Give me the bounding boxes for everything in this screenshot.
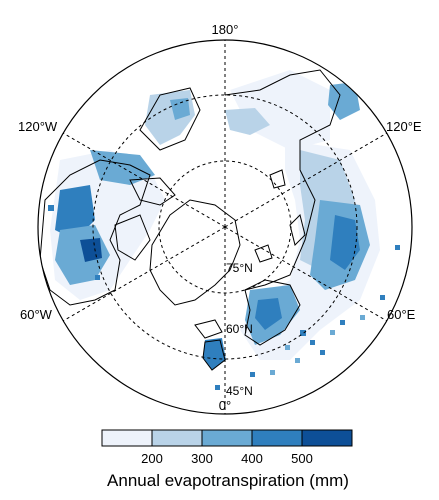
europe-pixel	[395, 245, 400, 250]
lon-label-120e: 120°E	[386, 119, 422, 134]
colorbar-bin-1	[101, 429, 153, 447]
europe-pixel	[295, 358, 300, 363]
colorbar-bin-4	[251, 429, 303, 447]
europe-pixel	[310, 340, 315, 345]
map-content	[39, 40, 400, 414]
scandinavia-coastline	[244, 279, 301, 346]
colorbar-tick-500: 500	[291, 451, 313, 466]
europe-pixel	[320, 350, 325, 355]
lat-label-60n: 60°N	[226, 322, 253, 336]
lon-line-120w	[62, 132, 226, 228]
colorbar: 200 300 400 500 Annual evapotranspiratio…	[101, 429, 353, 490]
europe-pixel	[300, 330, 306, 336]
canada-archipelago-coastline	[129, 177, 176, 206]
na-pixel	[48, 205, 54, 211]
alaska-coastline	[139, 87, 201, 151]
europe-pixel	[250, 372, 255, 377]
lat-label-75n: 75°N	[226, 261, 253, 275]
lon-label-60w: 60°W	[20, 307, 53, 322]
british-isles-coastline	[202, 339, 226, 371]
iceland-coastline	[194, 319, 223, 339]
east-siberia-mid-fill	[225, 108, 270, 135]
scandinavia-dark-fill	[255, 298, 282, 330]
lon-label-0: 0°	[219, 398, 231, 413]
lon-label-180: 180°	[212, 22, 239, 37]
europe-pixel	[215, 385, 220, 390]
lat-circle-60	[92, 94, 358, 360]
europe-pixel	[285, 345, 290, 350]
lon-line-60w	[62, 226, 226, 322]
colorbar-bin-5	[301, 429, 353, 447]
british-isles-fill	[203, 338, 226, 370]
colorbar-title: Annual evapotranspiration (mm)	[107, 471, 349, 490]
europe-pixel	[360, 315, 365, 320]
lon-label-60e: 60°E	[387, 307, 416, 322]
colorbar-tick-400: 400	[241, 451, 263, 466]
europe-pixel	[270, 370, 275, 375]
colorbar-tick-300: 300	[191, 451, 213, 466]
lon-line-120e	[224, 132, 388, 228]
europe-pixel	[380, 295, 385, 300]
svalbard-coastline	[254, 244, 273, 263]
longitude-lines	[62, 40, 388, 414]
severnaya-zemlya-coastline	[269, 169, 286, 189]
novaya-zemlya-coastline	[289, 214, 306, 246]
evapotranspiration-field	[48, 70, 400, 390]
eurasia-coastline	[224, 69, 341, 291]
canada-west-fill	[90, 150, 155, 185]
baffin-coastline	[114, 214, 151, 261]
eurasia-very-high-fill	[330, 215, 360, 270]
lon-label-120w: 120°W	[18, 119, 58, 134]
lon-line-60e	[224, 226, 388, 322]
far-east-patch	[328, 82, 360, 120]
alaska-dark-fill	[170, 98, 190, 120]
europe-pixel	[340, 320, 345, 325]
europe-pixel	[330, 330, 335, 335]
colorbar-bin-3	[201, 429, 253, 447]
lat-label-45n: 45°N	[226, 384, 253, 398]
colorbar-tick-200: 200	[141, 451, 163, 466]
canada-west-dark-fill	[55, 185, 95, 240]
na-pixel	[95, 275, 100, 280]
map-boundary	[37, 39, 413, 415]
colorbar-bin-2	[151, 429, 203, 447]
